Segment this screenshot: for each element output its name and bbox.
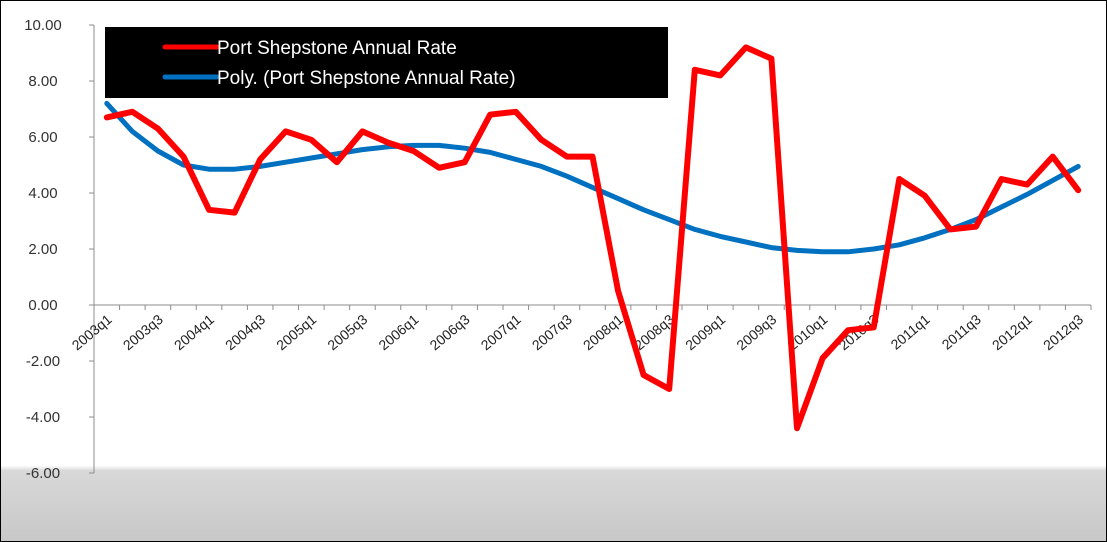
y-tick-label: -2.00 <box>26 353 60 370</box>
y-tick-label: -4.00 <box>26 409 60 426</box>
x-tick-label: 2012q1 <box>989 311 1035 353</box>
y-tick-label: 8.00 <box>28 73 57 90</box>
legend-label: Port Shepstone Annual Rate <box>217 38 457 59</box>
x-tick-label: 2004q3 <box>222 311 268 353</box>
x-tick-label: 2006q1 <box>375 311 421 353</box>
y-tick-label: 6.00 <box>28 129 57 146</box>
x-tick-label: 2009q3 <box>733 311 779 353</box>
y-tick-label: 10.00 <box>24 17 62 34</box>
legend-label: Poly. (Port Shepstone Annual Rate) <box>217 68 516 89</box>
y-axis: 10.00 8.00 6.00 4.00 2.00 0.00 -2.00 -4.00 -6.00 <box>24 17 95 482</box>
y-tick-label: 0.00 <box>28 297 57 314</box>
legend-box <box>105 27 668 98</box>
x-tick-label: 2006q3 <box>427 311 473 353</box>
x-tick-label: 2003q3 <box>120 311 166 353</box>
x-axis: 2003q1 2003q3 2004q1 2004q3 2005q1 2005q3 2006… <box>69 304 1092 353</box>
x-tick-label: 2012q3 <box>1040 311 1086 353</box>
y-tick-label: -6.00 <box>26 465 60 482</box>
x-tick-label: 2005q3 <box>324 311 370 353</box>
series-layer <box>103 44 1082 432</box>
x-tick-label: 2005q1 <box>273 311 319 353</box>
x-tick-label: 2009q1 <box>682 311 728 353</box>
x-tick-label: 2008q1 <box>580 311 626 353</box>
y-tick-label: 2.00 <box>28 241 57 258</box>
series-line-poly-trend <box>104 100 1081 255</box>
x-tick-label: 2003q1 <box>69 311 115 353</box>
x-tick-label: 2007q3 <box>529 311 575 353</box>
legend: Port Shepstone Annual Rate Poly. (Port Sh… <box>105 27 668 98</box>
x-tick-label: 2007q1 <box>478 311 524 353</box>
series-line-port-shepstone-annual-rate <box>103 44 1082 432</box>
x-tick-label: 2004q1 <box>171 311 217 353</box>
x-tick-label: 2011q1 <box>887 311 932 353</box>
x-tick-label: 2011q3 <box>939 311 984 353</box>
y-tick-label: 4.00 <box>28 185 57 202</box>
